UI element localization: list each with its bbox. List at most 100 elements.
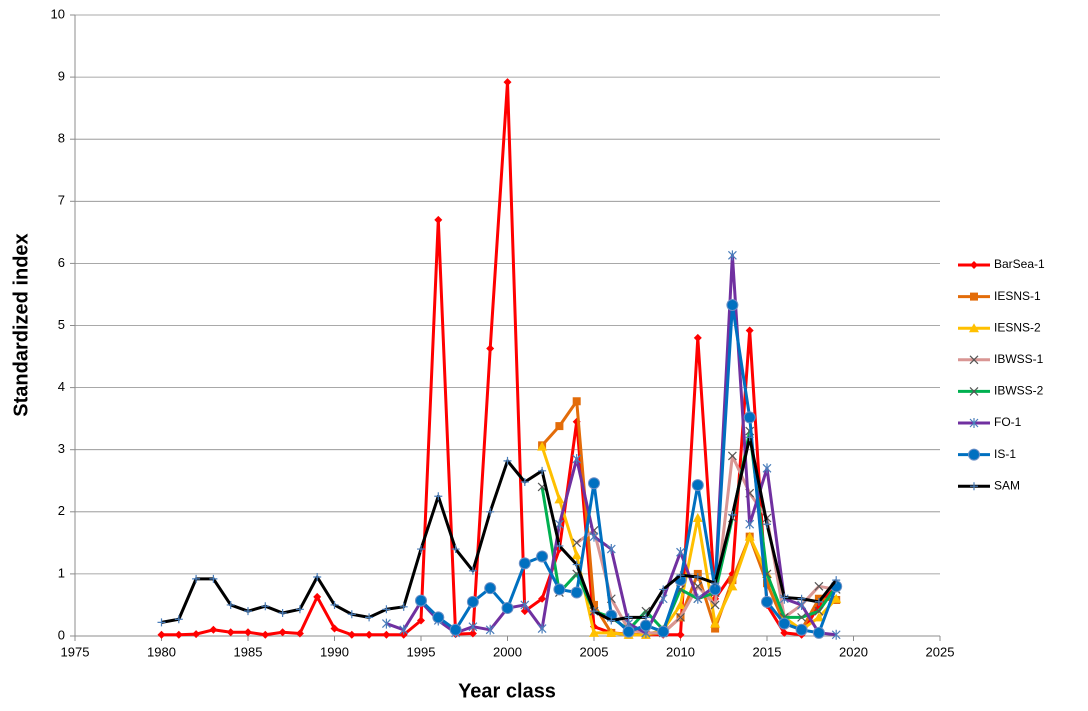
x-tick-label: 1980 (147, 644, 176, 659)
marker (622, 625, 635, 638)
marker (468, 629, 477, 638)
marker (244, 607, 252, 616)
marker (520, 477, 529, 486)
marker (570, 586, 583, 599)
y-tick-label: 6 (58, 255, 65, 270)
marker (589, 627, 599, 637)
marker (503, 456, 512, 465)
marker (711, 579, 720, 588)
marker (209, 625, 218, 634)
marker (486, 344, 495, 353)
marker (484, 582, 497, 595)
marker (969, 418, 979, 428)
marker (382, 605, 391, 614)
marker (813, 612, 824, 622)
marker (261, 602, 270, 611)
marker (693, 333, 702, 342)
marker (726, 299, 739, 312)
marker (365, 630, 374, 639)
series (157, 433, 841, 627)
marker (763, 579, 771, 588)
marker (417, 545, 425, 554)
marker (590, 607, 598, 616)
marker (692, 513, 703, 523)
x-axis-title: Year class (458, 680, 556, 702)
x-tick-label: 2015 (753, 644, 782, 659)
marker (432, 611, 445, 624)
marker (503, 78, 512, 87)
marker (538, 466, 547, 475)
marker (157, 618, 166, 627)
marker (970, 292, 978, 301)
x-tick-label: 1985 (234, 644, 263, 659)
legend-text: IBWSS-1 (994, 352, 1044, 366)
marker (226, 628, 235, 637)
y-tick-label: 4 (58, 379, 65, 394)
marker (710, 618, 721, 628)
marker (812, 626, 825, 639)
y-tick-label: 7 (58, 193, 65, 208)
marker (639, 619, 652, 632)
series-line (161, 80, 838, 637)
marker (295, 629, 304, 638)
marker (485, 624, 495, 635)
marker (501, 602, 514, 615)
legend-text: IBWSS-2 (994, 384, 1044, 398)
marker (451, 545, 460, 554)
marker (572, 454, 582, 465)
marker (624, 613, 633, 622)
marker (466, 595, 479, 608)
legend-text: IESNS-2 (994, 320, 1041, 334)
x-tick-label: 1975 (61, 644, 90, 659)
x-tick-label: 2025 (926, 644, 955, 659)
marker (347, 610, 356, 619)
marker (832, 576, 841, 585)
marker (520, 599, 530, 610)
marker (780, 628, 789, 637)
marker (970, 482, 978, 491)
marker (174, 615, 183, 624)
marker (657, 625, 670, 638)
marker (761, 595, 773, 608)
marker (157, 630, 166, 639)
marker (330, 600, 339, 609)
marker (607, 616, 616, 625)
marker (278, 628, 287, 637)
marker (727, 250, 737, 261)
series (415, 299, 843, 639)
y-axis-title: Standardized index (10, 233, 32, 416)
marker (192, 630, 201, 639)
marker (468, 621, 478, 632)
marker (434, 215, 443, 224)
marker (209, 574, 218, 583)
y-tick-label: 5 (58, 317, 65, 332)
marker (676, 612, 685, 622)
marker (590, 600, 598, 609)
y-tick-label: 9 (58, 69, 65, 84)
marker (968, 448, 980, 461)
x-tick-label: 1990 (320, 644, 349, 659)
marker (399, 602, 408, 611)
y-tick-label: 1 (58, 565, 65, 580)
marker (538, 594, 547, 603)
marker (728, 576, 737, 585)
marker (278, 609, 287, 618)
marker (417, 616, 425, 625)
marker (676, 547, 685, 558)
series-line (161, 435, 838, 624)
marker (969, 355, 979, 365)
marker (814, 581, 824, 591)
x-tick-label: 2010 (666, 644, 695, 659)
marker (659, 585, 668, 594)
marker (778, 617, 791, 630)
marker (970, 261, 978, 269)
marker (295, 605, 304, 614)
marker (676, 630, 685, 639)
marker (797, 612, 807, 622)
y-tick-label: 10 (51, 6, 65, 21)
marker (572, 538, 582, 548)
marker (676, 571, 685, 580)
marker (434, 492, 443, 501)
marker (468, 566, 477, 575)
marker (762, 463, 772, 474)
